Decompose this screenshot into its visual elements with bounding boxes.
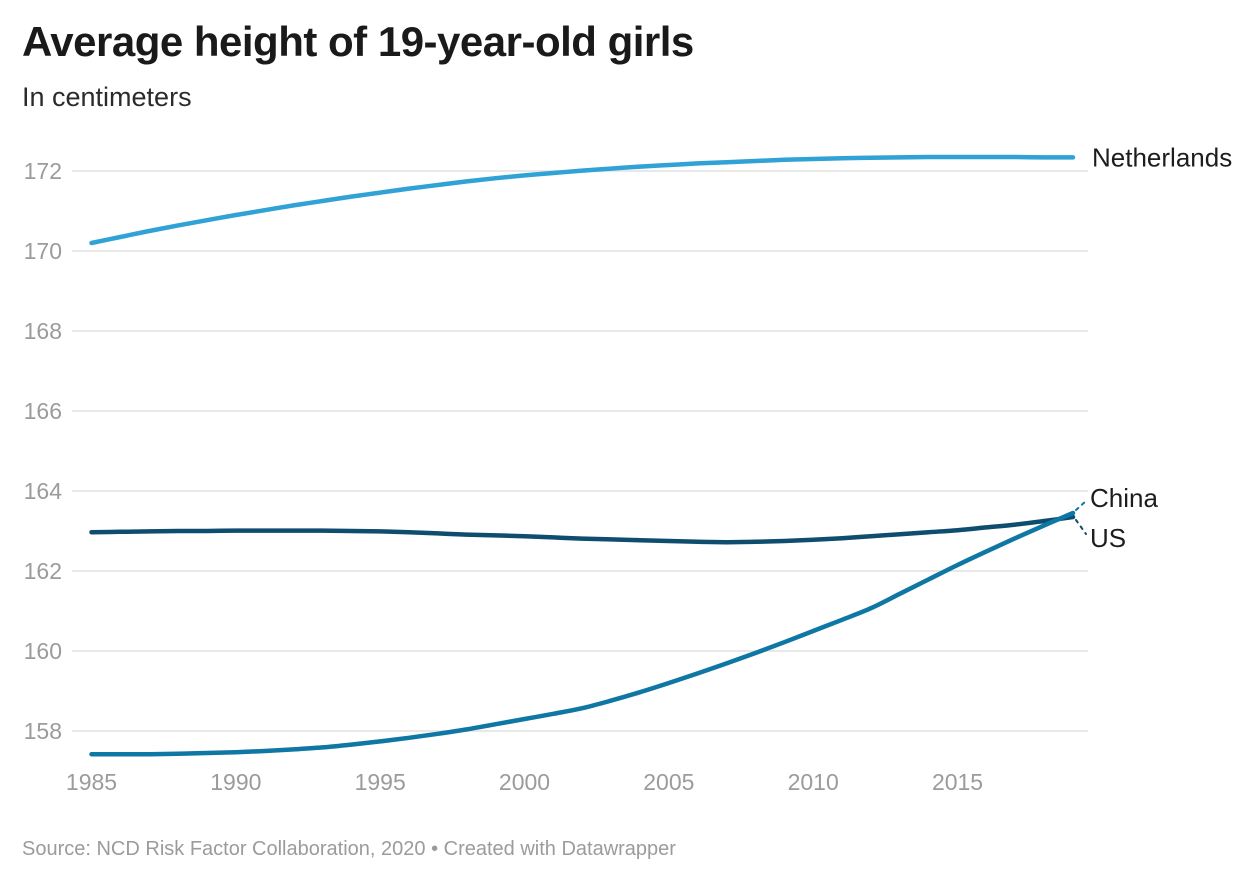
line-label-us: US [1090,523,1126,553]
chart-header: Average height of 19-year-old girls In c… [22,18,1122,113]
series-line-netherlands [89,154,1076,246]
x-tick-label: 1995 [355,769,406,795]
y-tick-label: 166 [24,398,62,424]
label-connector-china [1075,500,1087,511]
line-label-netherlands: Netherlands [1092,142,1232,172]
chart-subtitle: In centimeters [22,82,192,113]
line-label-china: China [1090,483,1158,513]
y-tick-label: 162 [24,558,62,584]
x-tick-label: 2000 [499,769,550,795]
y-tick-label: 168 [24,318,62,344]
y-tick-label: 158 [24,718,62,744]
y-tick-label: 170 [24,238,62,264]
x-tick-label: 1985 [66,769,117,795]
page-title: Average height of 19-year-old girls [22,18,694,65]
x-tick-label: 2010 [788,769,839,795]
series-line-us [89,514,1076,545]
source-note: Source: NCD Risk Factor Collaboration, 2… [22,838,676,860]
series-line-china [89,510,1076,757]
label-connector-us [1075,519,1087,535]
y-tick-label: 160 [24,638,62,664]
line-chart: 158 160 162 164 166 168 170 172 1985 1990 1995 2000… [24,142,1233,795]
x-tick-label: 2015 [932,769,983,795]
y-tick-label: 164 [24,478,63,504]
x-tick-label: 1990 [210,769,261,795]
x-tick-label: 2005 [643,769,694,795]
y-tick-label: 172 [24,158,62,184]
